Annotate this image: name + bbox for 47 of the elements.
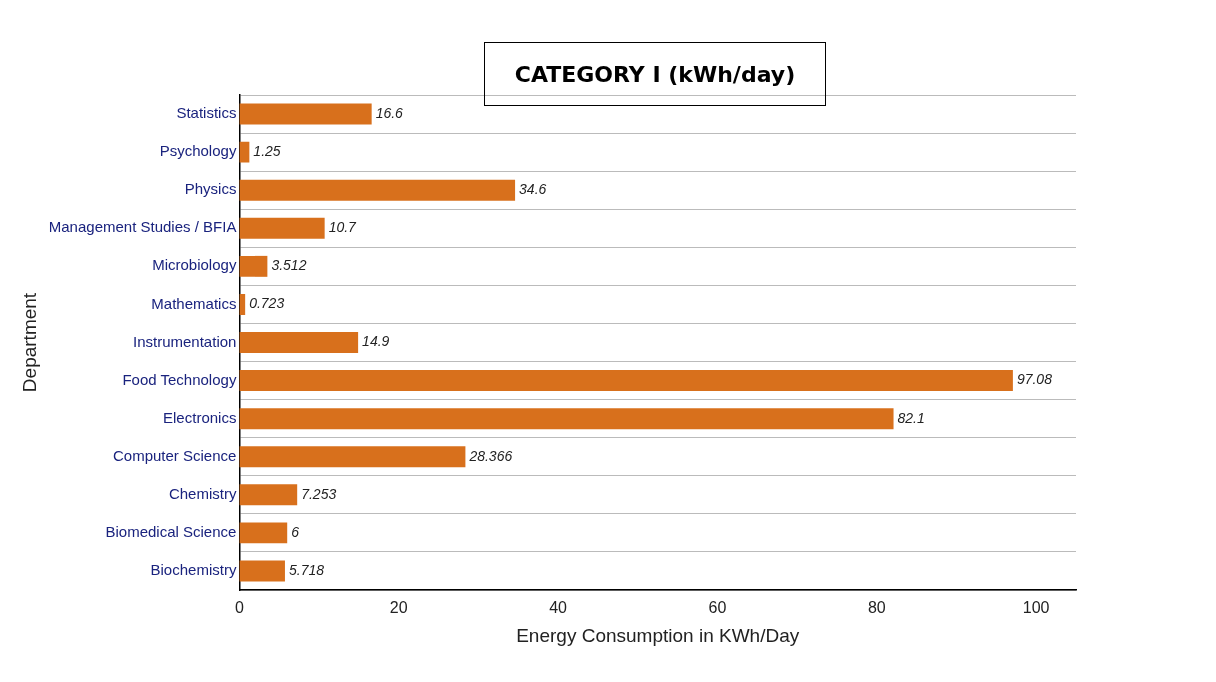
data-label: 14.9 [362,333,390,350]
x-tick-label: 80 [867,599,886,617]
data-label: 7.253 [301,485,337,502]
bar [239,484,298,506]
y-tick-label: Chemistry [168,484,237,502]
y-tick-label: Statistics [176,104,237,122]
data-label: 6 [291,523,300,540]
x-tick-label: 0 [234,599,244,617]
y-tick-label: Mathematics [151,294,237,312]
bar [239,217,325,239]
data-label: 5.718 [288,561,325,578]
bar [239,332,359,353]
y-tick-label: Biomedical Science [105,523,237,541]
y-tick-label: Microbiology [152,256,237,274]
x-tick-label: 60 [708,599,727,617]
data-label: 10.7 [328,219,358,236]
x-axis-title: Energy Consumption in KWh/Day [516,624,800,646]
y-tick-label: Psychology [159,142,237,160]
x-tick-label: 100 [1022,599,1050,617]
data-label: 82.1 [897,409,925,426]
bar [239,255,268,277]
data-label: 28.366 [468,447,513,464]
y-tick-label: Biochemistry [150,561,237,579]
data-label: 0.723 [249,295,285,312]
bar [239,522,288,544]
y-tick-label: Physics [184,180,237,198]
data-label: 34.6 [519,181,547,198]
bar [239,370,1013,392]
y-tick-label: Instrumentation [133,332,237,350]
bar [239,560,285,582]
chart-title: CATEGORY I (kWh/day) [484,42,826,106]
y-tick-label: Computer Science [112,446,237,464]
bar [239,408,894,430]
x-tick-label: 20 [389,599,408,617]
data-label: 97.08 [1016,371,1053,388]
y-tick-label: Electronics [163,408,237,426]
bar [239,103,372,125]
bar [239,179,516,201]
bar [239,141,250,163]
x-tick-label: 40 [549,599,568,617]
data-label: 1.25 [253,143,281,160]
bar [239,446,466,468]
y-tick-label: Food Technology [122,370,237,388]
y-tick-label: Management Studies / BFIA [48,218,237,236]
y-axis-title: Department [18,292,40,393]
data-label: 3.512 [271,257,307,274]
data-label: 16.6 [375,104,404,121]
